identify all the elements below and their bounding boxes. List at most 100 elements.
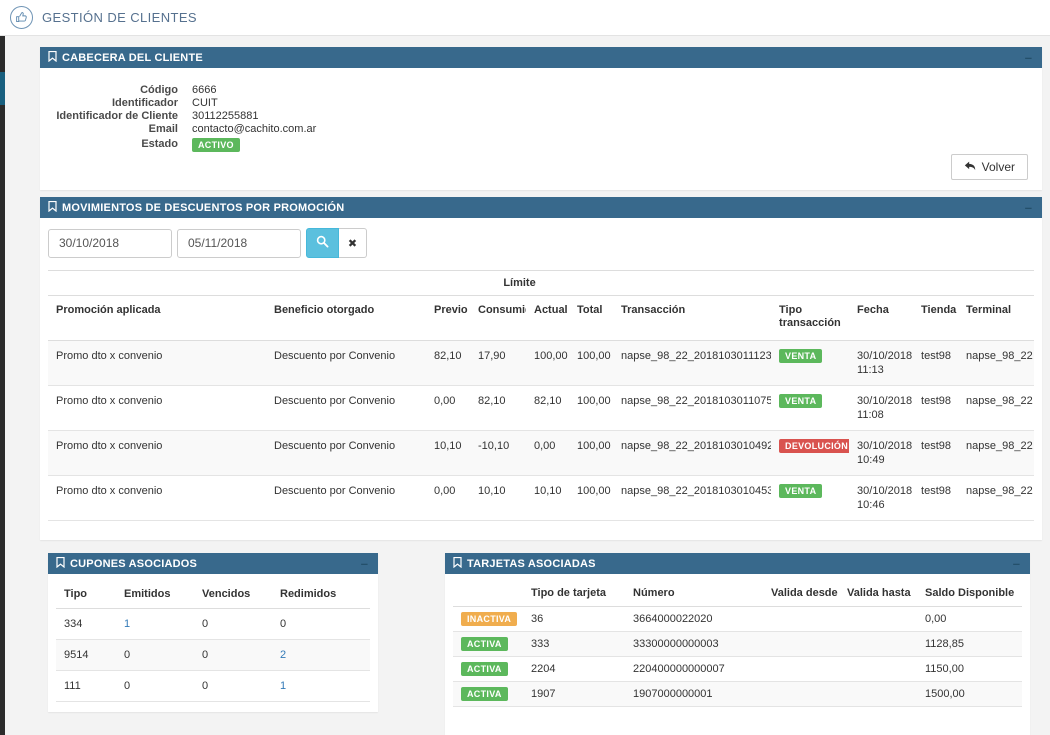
column-header: Actual bbox=[526, 295, 569, 341]
table-row: ACTIVA 1907 1907000000001 1500,00 bbox=[453, 681, 1022, 707]
status-badge: ACTIVO bbox=[192, 138, 240, 152]
field-value: CUIT bbox=[192, 97, 218, 109]
table-cell: 100,00 bbox=[526, 340, 569, 386]
table-cell: 0 bbox=[272, 608, 370, 640]
table-cell: 100,00 bbox=[569, 340, 614, 386]
table-header-row: Tipo de tarjeta Número Valida desde Vali… bbox=[453, 580, 1022, 607]
date-to-input[interactable] bbox=[177, 228, 301, 258]
table-cell: 0 bbox=[116, 670, 194, 702]
column-header: Beneficio otorgado bbox=[266, 295, 426, 341]
column-header: Fecha bbox=[849, 295, 914, 341]
table-cell bbox=[763, 681, 839, 707]
table-cell: ACTIVA bbox=[453, 631, 523, 657]
column-header: Saldo Disponible bbox=[917, 580, 1022, 607]
count-link[interactable]: 1 bbox=[280, 680, 287, 692]
table-cell: 82,10 bbox=[426, 340, 470, 386]
field-label: Identificador bbox=[111, 97, 178, 109]
table-cell: napse_98_22_20181030110759 bbox=[613, 385, 772, 431]
column-header: Previo bbox=[426, 295, 470, 341]
collapse-button[interactable]: – bbox=[1024, 50, 1032, 65]
clear-button[interactable]: ✖ bbox=[339, 228, 367, 258]
field-label: Estado bbox=[141, 138, 178, 150]
field-label: Email bbox=[148, 123, 178, 135]
thumbs-up-icon bbox=[10, 6, 33, 29]
table-cell: 17,90 bbox=[470, 340, 526, 386]
date-from-input[interactable] bbox=[48, 228, 172, 258]
table-cell: 33300000000003 bbox=[625, 631, 763, 657]
table-cell bbox=[839, 681, 917, 707]
table-cell: -10,10 bbox=[470, 430, 526, 476]
table-cell: INACTIVA bbox=[453, 606, 523, 632]
count-link[interactable]: 1 bbox=[124, 618, 131, 630]
table-cell: 10,10 bbox=[426, 430, 470, 476]
column-header: Valida hasta bbox=[839, 580, 917, 607]
field-label: Identificador de Cliente bbox=[56, 110, 178, 122]
volver-button[interactable]: Volver bbox=[950, 154, 1028, 180]
table-cell: 30/10/2018 10:46 bbox=[849, 475, 914, 521]
client-fields: Código 6666 Identificador CUIT Identific… bbox=[40, 68, 1042, 152]
table-cell: 333 bbox=[523, 631, 625, 657]
count-link[interactable]: 2 bbox=[280, 649, 287, 661]
field-value: contacto@cachito.com.ar bbox=[192, 123, 317, 135]
column-header: Tienda bbox=[913, 295, 959, 341]
table-cell: 30/10/2018 11:13 bbox=[849, 340, 914, 386]
table-cell: 1150,00 bbox=[917, 656, 1022, 682]
table-cell: VENTA bbox=[771, 385, 850, 431]
table-row: 334 1 0 0 bbox=[56, 608, 370, 640]
table-cell: napse_98_22 bbox=[958, 430, 1034, 476]
table-row: 9514 0 0 2 bbox=[56, 639, 370, 671]
table-cell: napse_98_22_20181030104922 bbox=[613, 430, 772, 476]
status-badge: ACTIVA bbox=[461, 662, 508, 676]
panel-title: CUPONES ASOCIADOS bbox=[70, 557, 198, 570]
status-badge: ACTIVA bbox=[461, 687, 508, 701]
status-badge: INACTIVA bbox=[461, 612, 518, 626]
table-row: Promo dto x convenio Descuento por Conven… bbox=[48, 385, 1034, 431]
table-cell: 100,00 bbox=[569, 385, 614, 431]
panel-cupones-asociados: CUPONES ASOCIADOS – Tipo Emitidos Vencid… bbox=[48, 553, 378, 712]
table-cell: 0 bbox=[194, 608, 272, 640]
field-label: Código bbox=[140, 84, 178, 96]
table-cell: 1907 bbox=[523, 681, 625, 707]
collapsed-sidebar-active-item[interactable] bbox=[0, 72, 5, 105]
table-cell: test98 bbox=[913, 430, 959, 476]
table-cell: napse_98_22 bbox=[958, 475, 1034, 521]
table-cell: 0 bbox=[194, 670, 272, 702]
table-cell: 0,00 bbox=[917, 606, 1022, 632]
table-cell: test98 bbox=[913, 475, 959, 521]
table-cell: VENTA bbox=[771, 475, 850, 521]
table-cell: napse_98_22 bbox=[958, 340, 1034, 386]
status-badge: VENTA bbox=[779, 394, 823, 408]
movimientos-table-wrap: Límite Promoción aplicada Beneficio otor… bbox=[48, 270, 1034, 521]
status-badge: VENTA bbox=[779, 349, 823, 363]
table-row: Promo dto x convenio Descuento por Conven… bbox=[48, 430, 1034, 476]
field-value: 30112255881 bbox=[192, 110, 259, 122]
table-cell: 82,10 bbox=[470, 385, 526, 431]
collapse-button[interactable]: – bbox=[1024, 200, 1032, 215]
date-filter-row: ✖ bbox=[40, 218, 1042, 266]
column-header: Redimidos bbox=[272, 580, 370, 609]
collapse-button[interactable]: – bbox=[360, 556, 368, 571]
search-button[interactable] bbox=[306, 228, 339, 258]
column-header: Tipo transacción bbox=[771, 295, 850, 341]
table-header-row: Tipo Emitidos Vencidos Redimidos bbox=[56, 580, 370, 609]
status-badge: DEVOLUCIÓN bbox=[779, 439, 850, 453]
column-header: Transacción bbox=[613, 295, 772, 341]
table-row: 111 0 0 1 bbox=[56, 670, 370, 702]
bookmark-icon bbox=[48, 200, 57, 215]
table-cell: 1 bbox=[272, 670, 370, 702]
table-cell: 1907000000001 bbox=[625, 681, 763, 707]
collapsed-sidebar[interactable] bbox=[0, 36, 5, 735]
column-header bbox=[453, 580, 523, 607]
table-cell: ACTIVA bbox=[453, 681, 523, 707]
table-cell: 30/10/2018 10:49 bbox=[849, 430, 914, 476]
table-cell: VENTA bbox=[771, 340, 850, 386]
table-cell bbox=[839, 606, 917, 632]
table-group-header-row: Límite bbox=[48, 270, 1034, 296]
column-header: Tipo de tarjeta bbox=[523, 580, 625, 607]
collapse-button[interactable]: – bbox=[1012, 556, 1020, 571]
table-cell: 0,00 bbox=[426, 475, 470, 521]
bookmark-icon bbox=[453, 556, 462, 571]
table-cell: 36 bbox=[523, 606, 625, 632]
table-cell: 0 bbox=[194, 639, 272, 671]
table-cell: 3664000022020 bbox=[625, 606, 763, 632]
